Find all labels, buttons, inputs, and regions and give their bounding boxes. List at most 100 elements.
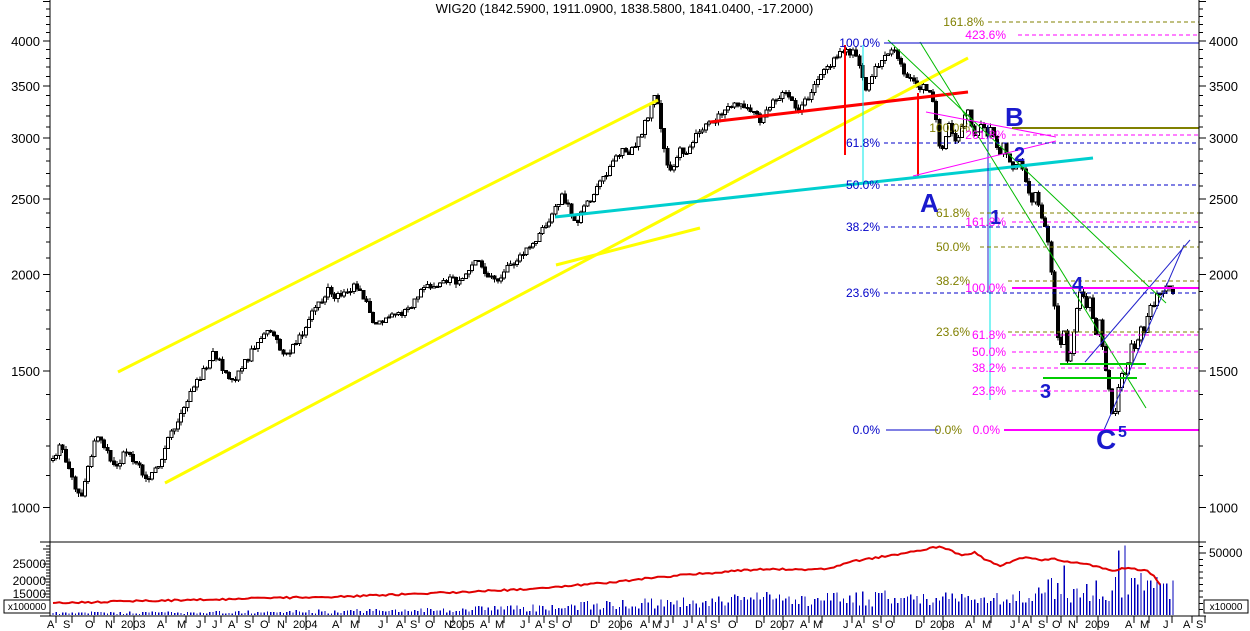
candle-body: [393, 313, 398, 316]
month-label: A: [1022, 619, 1030, 631]
candle-body: [755, 111, 759, 115]
fib-magenta-label: 38.2%: [972, 361, 1006, 375]
month-label: J: [212, 619, 218, 631]
axis-labels-layer: 1000 1000 1500 1500 2000 2000 2500 2500 3000 3000…: [3, 34, 1249, 631]
candle-body: [348, 290, 353, 293]
candle-body: [476, 260, 481, 263]
candle-body: [966, 109, 971, 116]
month-label: A: [800, 619, 808, 631]
candle-body: [598, 180, 603, 187]
candle-body: [579, 211, 583, 224]
candle-body: [492, 275, 497, 280]
candle-body: [777, 97, 782, 102]
month-label: S: [63, 619, 70, 631]
candle-body: [1078, 291, 1083, 309]
candle-body: [937, 119, 942, 147]
candle-body: [771, 99, 775, 109]
month-label: D: [755, 619, 763, 631]
candle-body: [316, 301, 321, 309]
month-label: A: [640, 619, 648, 631]
fib-magenta-label: 23.6%: [972, 384, 1006, 398]
month-label: A: [965, 619, 973, 631]
fibonacci-layer: 100.0%61.8%50.0%38.2%23.6%0.0%161.8%100.…: [839, 15, 1199, 455]
candle-body: [89, 456, 94, 468]
wave-label-1: 1: [990, 207, 1001, 229]
candle-body: [495, 278, 500, 282]
candle-body: [79, 492, 84, 497]
candle-body: [361, 289, 366, 300]
candle-body: [201, 368, 206, 380]
candle-body: [223, 370, 228, 374]
candle-body: [115, 463, 119, 467]
candle-body: [175, 421, 180, 430]
candle-body: [591, 193, 596, 202]
month-label: O: [1052, 619, 1061, 631]
candle-body: [892, 49, 897, 52]
candle-body: [207, 359, 212, 369]
candle-body: [451, 276, 455, 279]
candle-body: [191, 386, 196, 392]
month-label: N: [444, 619, 452, 631]
axes-layer: [40, 0, 1206, 630]
candle-body: [371, 311, 375, 323]
month-label: J: [683, 619, 689, 631]
candle-body: [518, 254, 523, 262]
month-label: S: [872, 619, 879, 631]
candle-body: [118, 462, 123, 467]
candle-body: [313, 307, 318, 312]
month-label: M: [982, 619, 991, 631]
blue-wedge-upper: [1084, 239, 1191, 363]
candle-body: [1129, 343, 1134, 364]
candle-body: [67, 461, 71, 469]
month-label: S: [1038, 619, 1045, 631]
candlestick-layer: [51, 46, 1175, 498]
candle-body: [179, 413, 183, 423]
candle-body: [883, 54, 887, 62]
candle-body: [473, 260, 478, 266]
candle-body: [876, 65, 881, 68]
candle-body: [691, 142, 695, 148]
candle-body: [399, 312, 404, 317]
wave-label-3: 3: [1040, 381, 1051, 403]
candle-body: [1087, 297, 1092, 309]
candle-body: [137, 462, 142, 466]
candle-body: [499, 277, 503, 282]
left-scale-note: x100000: [8, 602, 47, 613]
year-label: 2009: [1085, 619, 1109, 631]
candle-body: [857, 55, 862, 66]
candle-body: [95, 436, 100, 442]
candle-body: [271, 331, 276, 336]
fib-olive-label: 50.0%: [936, 240, 970, 254]
candle-body: [1139, 326, 1143, 341]
candle-body: [1148, 304, 1153, 317]
candle-body: [217, 358, 222, 361]
candle-body: [70, 467, 75, 478]
candle-body: [281, 349, 286, 355]
wave-label-2: 2: [1014, 144, 1025, 166]
candle-body: [825, 66, 830, 71]
candle-body: [415, 296, 420, 300]
candle-body: [1033, 192, 1038, 203]
candle-body: [457, 279, 462, 285]
month-label: A: [157, 619, 165, 631]
candle-body: [166, 436, 171, 449]
candle-body: [1151, 304, 1156, 307]
month-label: D: [915, 619, 923, 631]
candle-body: [787, 91, 791, 98]
candle-body: [435, 286, 439, 289]
candle-body: [924, 84, 929, 92]
green-trend-1: [919, 41, 1147, 409]
candle-body: [1075, 307, 1079, 333]
candle-body: [172, 428, 177, 432]
candle-body: [847, 48, 852, 56]
month-label: A: [480, 619, 488, 631]
month-label: N: [105, 619, 113, 631]
candle-body: [364, 298, 369, 302]
candle-body: [585, 200, 590, 207]
candle-body: [803, 98, 807, 106]
candle-body: [732, 102, 737, 108]
candle-body: [86, 466, 91, 483]
fib-olive-label: 61.8%: [936, 206, 970, 220]
candle-body: [838, 51, 843, 58]
